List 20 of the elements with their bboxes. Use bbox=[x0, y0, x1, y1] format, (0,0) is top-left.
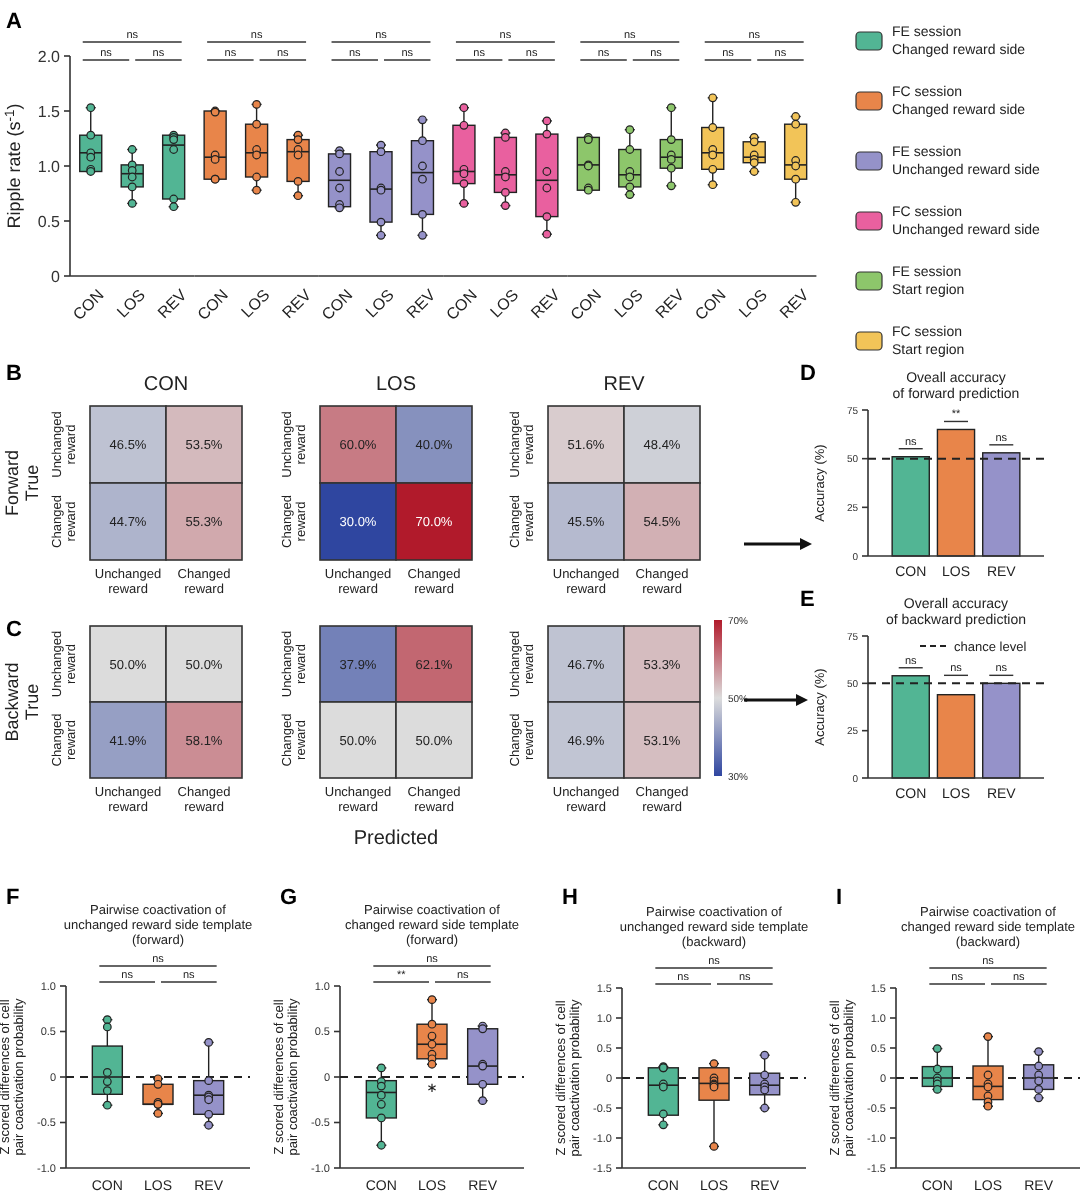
y-tick-label: 0.5 bbox=[37, 212, 62, 231]
text: H bbox=[562, 886, 578, 910]
text: G bbox=[280, 886, 298, 910]
text: B bbox=[6, 362, 22, 386]
y-tick-label: 0 bbox=[51, 267, 62, 286]
y-tick-label: 2.0 bbox=[37, 47, 62, 66]
text: D bbox=[800, 362, 816, 386]
text: E bbox=[800, 588, 815, 612]
y-axis-title: Forward True bbox=[2, 449, 42, 517]
chart-title: REV bbox=[603, 374, 646, 396]
y-tick-label: 1.5 bbox=[37, 102, 62, 121]
chart-title: CON bbox=[143, 374, 189, 396]
chart-title: LOS bbox=[375, 374, 417, 396]
y-tick-label: 1.0 bbox=[37, 157, 62, 176]
text: F bbox=[6, 886, 20, 910]
y-axis-title: Backward True bbox=[2, 662, 42, 742]
text: C bbox=[6, 618, 22, 642]
x-axis-title: Predicted bbox=[353, 828, 439, 850]
text: A bbox=[6, 10, 22, 34]
text: I bbox=[836, 886, 843, 910]
